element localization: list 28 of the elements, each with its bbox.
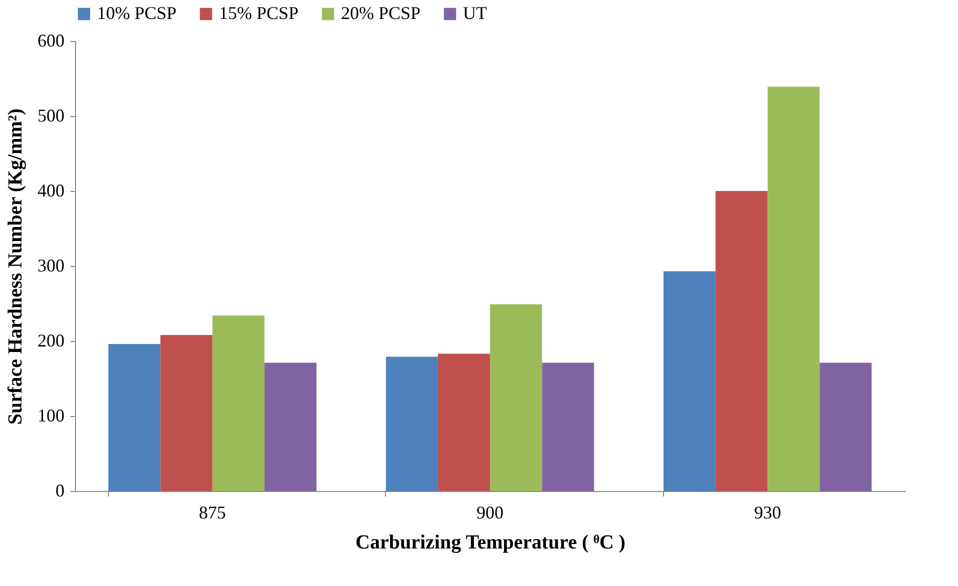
bar	[542, 362, 594, 491]
bar	[160, 335, 212, 491]
legend-label: 20% PCSP	[341, 3, 421, 23]
bar	[108, 344, 160, 491]
bar	[264, 362, 316, 491]
bar	[438, 354, 490, 491]
y-tick-label: 300	[38, 256, 64, 276]
bar	[386, 356, 438, 491]
bar	[212, 316, 264, 491]
bar	[716, 191, 768, 491]
bar	[490, 304, 542, 491]
legend-label: UT	[463, 3, 487, 23]
y-tick-label: 100	[38, 406, 64, 426]
x-tick-label: 875	[198, 502, 226, 522]
y-tick-label: 0	[56, 480, 64, 500]
bar	[820, 362, 872, 491]
x-axis-title: Carburizing Temperature ( ᶿC )	[356, 532, 626, 554]
y-axis-title: Surface Hardness Number (Kg/mm²)	[4, 108, 26, 425]
y-tick-label: 600	[38, 30, 64, 50]
y-tick-label: 500	[38, 106, 64, 126]
bar	[664, 271, 716, 491]
bar	[768, 86, 820, 491]
x-tick-label: 900	[476, 502, 504, 522]
y-tick-label: 400	[38, 180, 64, 200]
legend-label: 15% PCSP	[219, 3, 299, 23]
x-tick-label: 930	[754, 502, 782, 522]
y-tick-label: 200	[38, 330, 64, 350]
legend-label: 10% PCSP	[97, 3, 177, 23]
